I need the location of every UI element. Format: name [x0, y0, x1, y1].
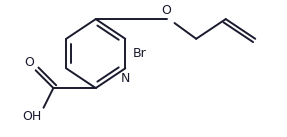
Text: O: O — [24, 56, 34, 69]
Text: O: O — [162, 4, 172, 17]
Text: Br: Br — [133, 47, 147, 60]
Text: N: N — [121, 72, 130, 85]
Text: OH: OH — [22, 110, 42, 123]
